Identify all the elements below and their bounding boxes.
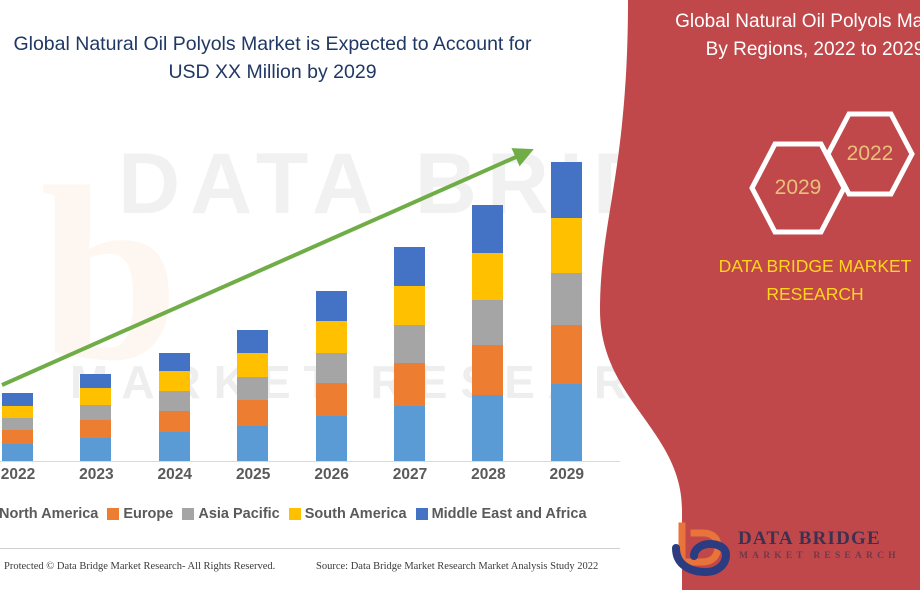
bar-segment[interactable]: [158, 391, 190, 411]
bar-segment[interactable]: [80, 373, 112, 389]
chart-title: Global Natural Oil Polyols Market is Exp…: [0, 30, 545, 86]
legend-label: North America: [0, 506, 99, 522]
hex-badge-2029-label: 2029: [774, 176, 822, 199]
panel-title-line-1: Global Natural Oil Polyols Market: [675, 11, 920, 32]
bar-segment[interactable]: [80, 437, 112, 461]
bar-segment[interactable]: [550, 384, 582, 461]
bar-segment[interactable]: [2, 405, 33, 419]
x-axis-label-2027: 2027: [392, 466, 428, 483]
legend-swatch-icon: [415, 508, 428, 520]
bar-2027[interactable]: [394, 246, 425, 461]
legend-swatch-icon: [107, 508, 120, 520]
chart-legend: North America Europe Asia Pacific South Ame…: [0, 503, 620, 525]
x-axis-label-2023: 2023: [79, 466, 114, 483]
x-axis-line: [0, 461, 620, 462]
bar-segment[interactable]: [394, 246, 425, 286]
copyright-text: Protected © Data Bridge Market Research-…: [4, 561, 276, 572]
bar-2026[interactable]: [315, 290, 347, 461]
legend-item[interactable]: Middle East and Africa: [415, 506, 587, 522]
bar-segment[interactable]: [158, 410, 190, 432]
bar-segment[interactable]: [2, 418, 33, 430]
hex-badge-2022: 2022: [824, 110, 916, 198]
panel-background-shape: [600, 0, 920, 590]
legend-label: Middle East and Africa: [431, 506, 587, 522]
bar-segment[interactable]: [158, 352, 190, 371]
legend-item[interactable]: Asia Pacific: [182, 506, 280, 522]
logo-mark-icon: [672, 522, 731, 576]
bar-segment[interactable]: [237, 376, 269, 400]
legend-label: South America: [304, 506, 407, 522]
bar-2029[interactable]: [550, 161, 582, 461]
bar-2023[interactable]: [80, 373, 112, 461]
plot-area: [0, 130, 620, 462]
bar-segment[interactable]: [158, 370, 190, 392]
hex-badge-2022-label: 2022: [846, 142, 894, 165]
bar-segment[interactable]: [2, 443, 33, 461]
bar-segment[interactable]: [237, 352, 269, 377]
panel-brand-text: DATA BRIDGE MARKET RESEARCH: [650, 252, 920, 308]
bar-segment[interactable]: [394, 285, 425, 326]
bar-segment[interactable]: [394, 405, 425, 461]
legend-label: Europe: [123, 506, 174, 522]
footer-divider: [0, 548, 620, 549]
bar-segment[interactable]: [315, 320, 347, 353]
legend-swatch-icon: [182, 508, 195, 520]
bar-2025[interactable]: [237, 330, 269, 461]
panel-brand-line-1: DATA BRIDGE MARKET: [718, 256, 912, 276]
x-axis-label-2024: 2024: [157, 466, 193, 483]
panel-title: Global Natural Oil Polyols Market By Reg…: [650, 8, 920, 64]
legend-item[interactable]: South America: [288, 506, 407, 522]
bar-segment[interactable]: [237, 399, 269, 427]
bar-segment[interactable]: [472, 205, 504, 253]
bar-segment[interactable]: [237, 330, 269, 353]
bar-segment[interactable]: [80, 420, 112, 438]
data-bridge-logo: DATA BRIDGE MARKET RESEARCH: [672, 520, 920, 576]
bar-segment[interactable]: [550, 273, 582, 326]
x-axis-label-2028: 2028: [471, 466, 506, 483]
bar-segment[interactable]: [315, 352, 347, 383]
bar-segment[interactable]: [472, 252, 504, 301]
bar-segment[interactable]: [394, 363, 425, 406]
panel-title-line-2: By Regions, 2022 to 2029: [705, 39, 920, 60]
x-axis-label-2029: 2029: [549, 466, 585, 483]
brand-panel: Global Natural Oil Polyols Market By Reg…: [600, 0, 920, 590]
hex-badge-2029: 2029: [748, 140, 848, 236]
panel-brand-line-2: RESEARCH: [766, 284, 864, 304]
chart-title-line-1: Global Natural Oil Polyols Market is Exp…: [13, 33, 532, 55]
chart-title-line-2: USD XX Million by 2029: [168, 61, 377, 83]
bar-segment[interactable]: [472, 395, 504, 461]
bar-segment[interactable]: [158, 431, 190, 461]
bar-segment[interactable]: [550, 217, 582, 274]
bar-segment[interactable]: [472, 300, 504, 345]
bar-segment[interactable]: [550, 325, 582, 385]
bar-segment[interactable]: [394, 325, 425, 364]
bar-segment[interactable]: [315, 416, 347, 461]
logo-text-secondary: MARKET RESEARCH: [739, 551, 900, 561]
bar-segment[interactable]: [80, 404, 112, 421]
source-text: Source: Data Bridge Market Research Mark…: [316, 561, 599, 572]
logo-text-primary: DATA BRIDGE: [738, 528, 881, 549]
bar-2028[interactable]: [472, 205, 504, 461]
x-axis-labels: 2022 2023 2024 2025 2026 2027 2028 2029: [0, 466, 620, 490]
bar-segment[interactable]: [2, 430, 33, 444]
bar-segment[interactable]: [472, 344, 504, 396]
bar-segment[interactable]: [315, 290, 347, 321]
legend-item[interactable]: Europe: [107, 506, 173, 522]
x-axis-label-2026: 2026: [314, 466, 349, 483]
bar-2024[interactable]: [158, 352, 190, 461]
bar-segment[interactable]: [315, 382, 347, 417]
bar-segment[interactable]: [550, 161, 582, 218]
x-axis-label-2022: 2022: [0, 466, 36, 483]
legend-swatch-icon: [288, 508, 301, 520]
bar-segment[interactable]: [80, 388, 112, 405]
legend-label: Asia Pacific: [198, 506, 280, 522]
legend-item[interactable]: North America: [0, 506, 98, 522]
bar-2022[interactable]: [2, 393, 33, 461]
bar-segment[interactable]: [237, 426, 269, 461]
bar-segment[interactable]: [2, 393, 33, 406]
x-axis-label-2025: 2025: [235, 466, 271, 483]
